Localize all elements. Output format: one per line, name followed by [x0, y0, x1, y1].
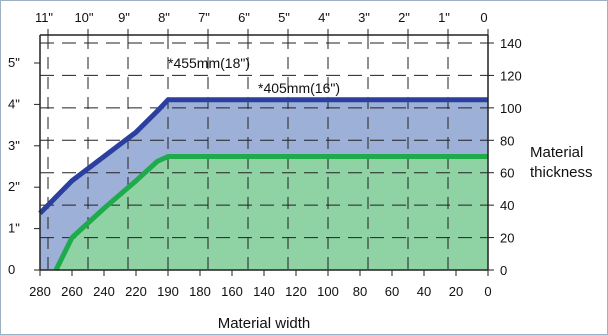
top-tick-label: 7" — [198, 10, 210, 25]
right-tick-label: 60 — [500, 166, 514, 181]
top-tick-label: 8" — [158, 10, 170, 25]
top-tick-label: 11" — [35, 10, 53, 25]
right-tick-label: 120 — [500, 68, 522, 83]
bottom-tick-label: 180 — [189, 284, 211, 299]
top-tick-label: 1" — [438, 10, 450, 25]
series-area-2 — [56, 156, 488, 270]
bottom-tick-label: 220 — [125, 284, 147, 299]
right-tick-label: 140 — [500, 36, 522, 51]
right-tick-label: 100 — [500, 101, 522, 116]
annotation-455mm: *455mm(18") — [168, 55, 250, 71]
top-tick-label: 3" — [358, 10, 370, 25]
bottom-tick-label: 120 — [285, 284, 307, 299]
bottom-tick-label: 100 — [317, 284, 339, 299]
bottom-tick-label: 60 — [385, 284, 399, 299]
series-line-2 — [53, 154, 488, 272]
y-axis-title: Material — [530, 144, 583, 161]
top-tick-label: 9" — [118, 10, 130, 25]
bottom-tick-label: 140 — [253, 284, 275, 299]
top-tick-label: 10" — [74, 10, 93, 25]
top-tick-label: 2" — [398, 10, 410, 25]
bottom-tick-label: 190 — [157, 284, 179, 299]
right-tick-label: 80 — [500, 133, 514, 148]
right-tick-label: 40 — [500, 198, 514, 213]
bottom-tick-label: 0 — [484, 284, 491, 299]
bottom-tick-label: 40 — [417, 284, 431, 299]
bottom-tick-label: 20 — [449, 284, 463, 299]
bottom-tick-label: 160 — [221, 284, 243, 299]
bottom-tick-label: 260 — [61, 284, 83, 299]
left-tick-label: 5" — [8, 55, 20, 70]
top-tick-label: 6" — [238, 10, 250, 25]
left-tick-label: 4" — [8, 96, 20, 111]
annotation-405mm: *405mm(16") — [258, 80, 340, 96]
bottom-tick-label: 280 — [29, 284, 51, 299]
top-tick-label: 0 — [480, 10, 487, 25]
right-tick-label: 20 — [500, 231, 514, 246]
left-tick-label: 1" — [8, 221, 20, 236]
left-tick-label: 3" — [8, 138, 20, 153]
left-tick-label: 0 — [8, 262, 15, 277]
bottom-tick-label: 240 — [93, 284, 115, 299]
left-tick-label: 2" — [8, 179, 20, 194]
bottom-tick-label: 80 — [353, 284, 367, 299]
top-tick-label: 4" — [318, 10, 330, 25]
right-tick-label: 0 — [500, 263, 507, 278]
y-axis-title: thickness — [530, 164, 593, 181]
top-tick-label: 5" — [278, 10, 290, 25]
series-line-1 — [38, 97, 488, 216]
x-axis-title: Material width — [218, 315, 311, 332]
